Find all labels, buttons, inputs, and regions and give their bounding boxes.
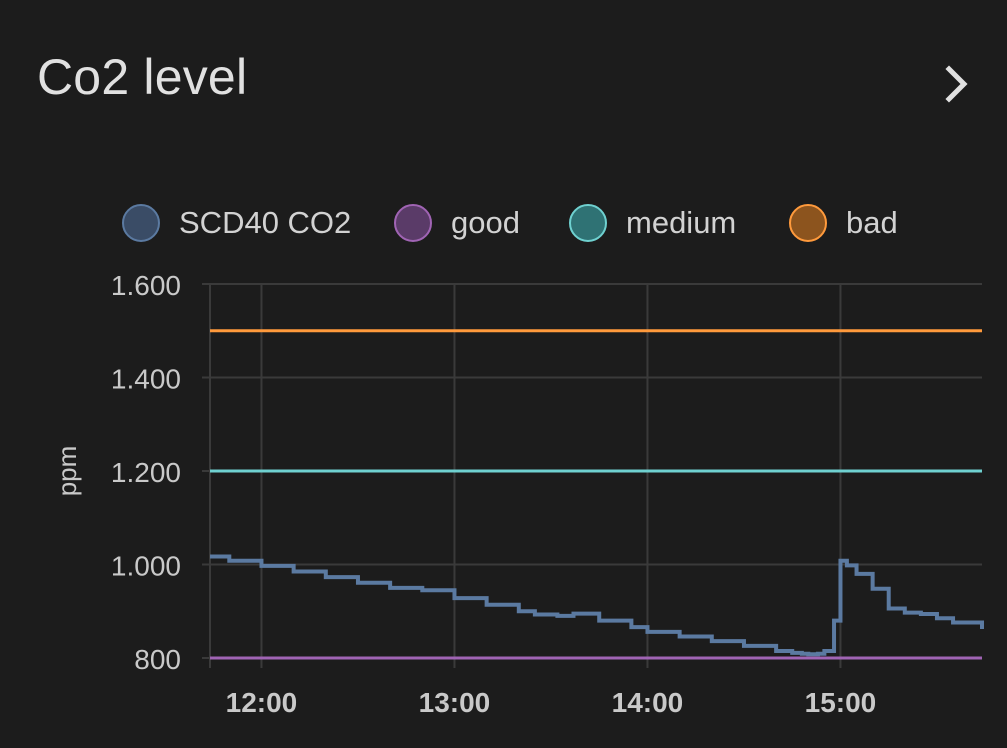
legend-item-good[interactable]: good [394,198,520,248]
legend-item-scd40-co2[interactable]: SCD40 CO2 [122,198,351,248]
legend-swatch [394,204,432,242]
y-tick-label: 1.200 [111,457,181,488]
legend-swatch [789,204,827,242]
y-tick-label: 800 [134,644,181,675]
y-tick-label: 1.400 [111,364,181,395]
legend-label: medium [626,205,737,240]
x-tick-label: 15:00 [805,687,877,718]
y-axis-label: ppm [52,446,82,497]
card-title: Co2 level [37,49,248,105]
chart-legend: SCD40 CO2 good medium bad [0,198,1007,248]
x-tick-label: 13:00 [419,687,491,718]
legend-label: bad [846,205,898,240]
x-tick-label: 14:00 [612,687,684,718]
y-tick-label: 1.600 [111,270,181,301]
x-tick-label: 12:00 [226,687,298,718]
legend-label: good [451,205,520,240]
legend-swatch [569,204,607,242]
series-line-scd40-co2 [210,554,984,657]
legend-label: SCD40 CO2 [179,205,352,240]
legend-swatch [122,204,160,242]
legend-item-bad[interactable]: bad [789,198,898,248]
chevron-right-icon[interactable] [933,60,981,108]
legend-item-medium[interactable]: medium [569,198,736,248]
y-tick-label: 1.000 [111,551,181,582]
